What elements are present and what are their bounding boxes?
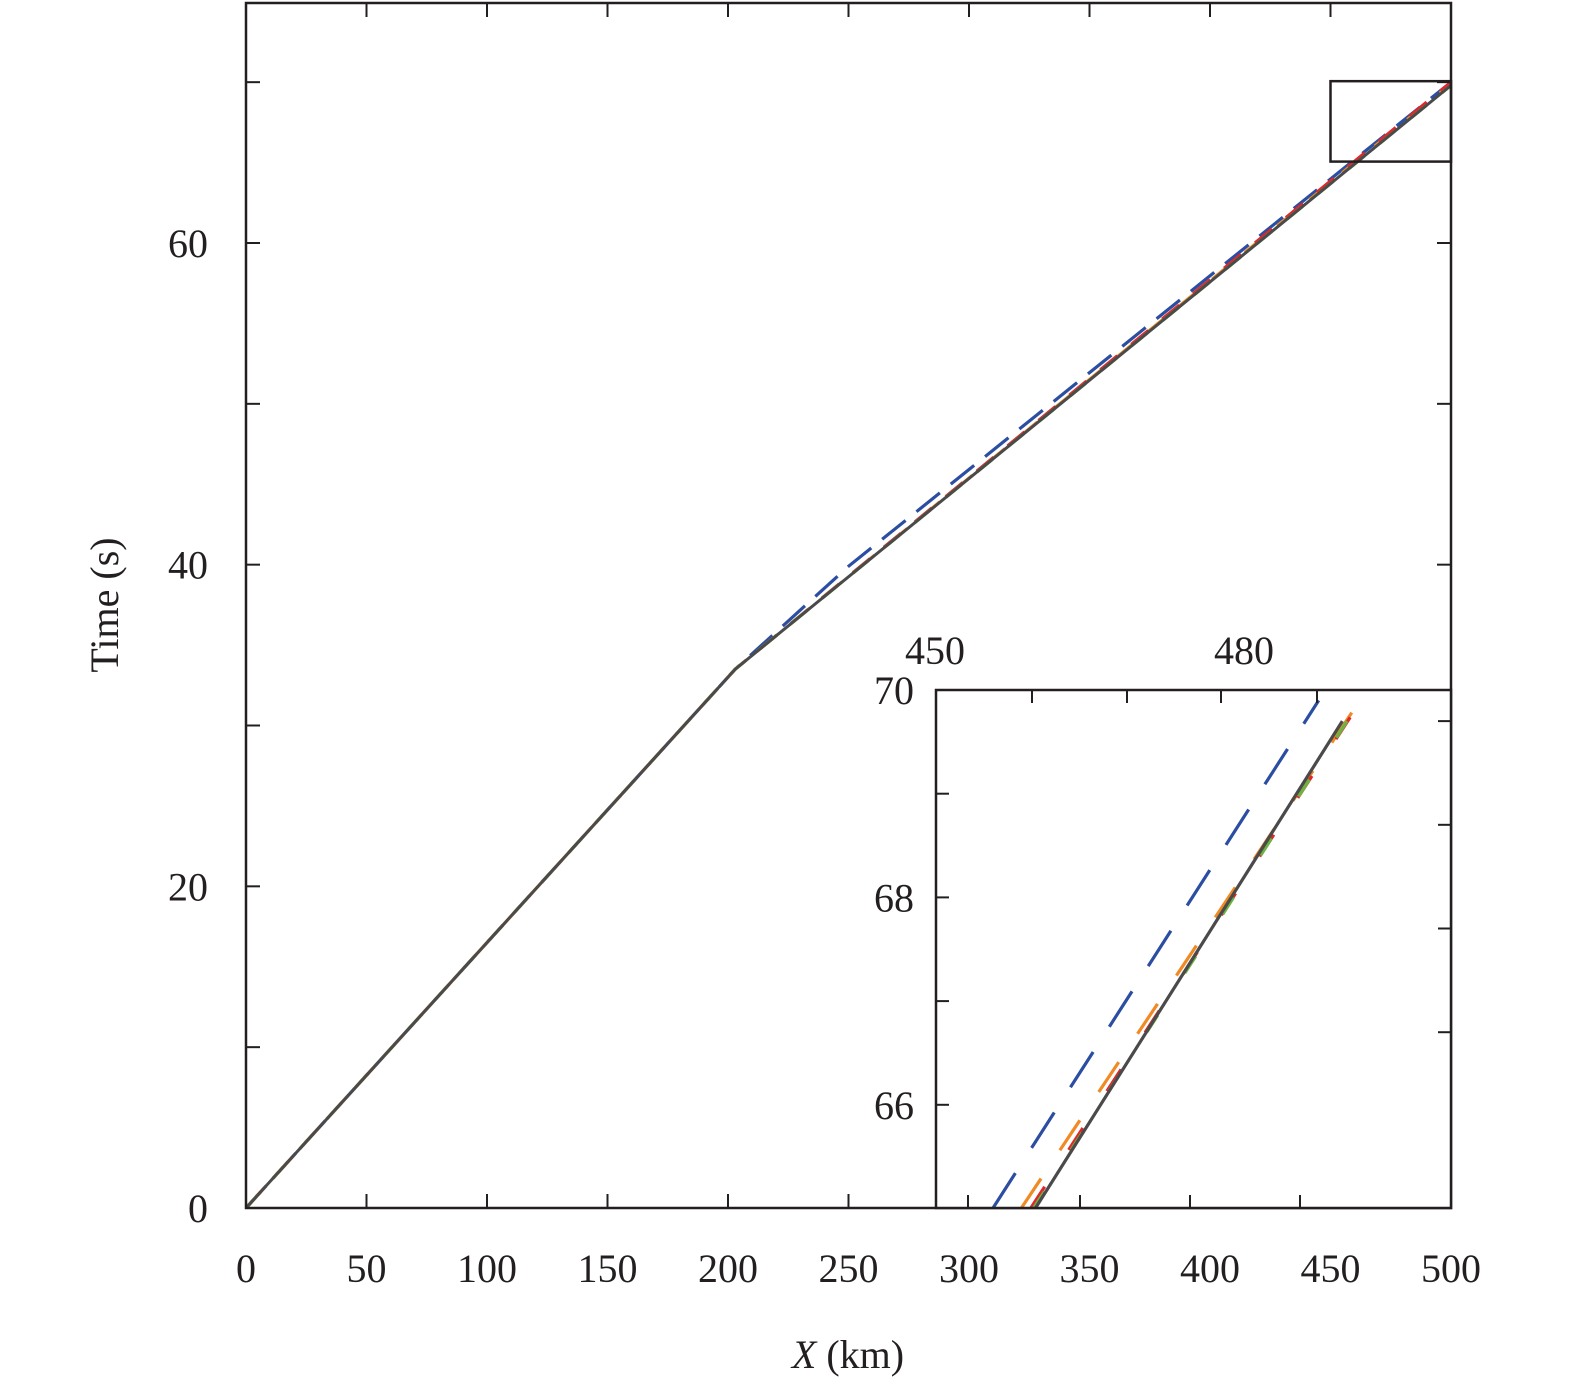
- inset-plot: 450 480 66 68 70: [874, 628, 1453, 1210]
- x-tick-label: 500: [1421, 1246, 1481, 1291]
- inset-x-tick-label: 480: [1214, 628, 1274, 673]
- x-tick-label: 200: [698, 1246, 758, 1291]
- inset-y-tick-label: 70: [874, 668, 914, 713]
- y-tick-label: 60: [168, 221, 208, 266]
- axis-labels: X (km) Time (s): [82, 537, 904, 1377]
- x-tick-label: 0: [236, 1246, 256, 1291]
- x-tick-label: 250: [819, 1246, 879, 1291]
- y-axis-label: Time (s): [82, 537, 127, 672]
- x-tick-label: 50: [347, 1246, 387, 1291]
- y-tick-label: 20: [168, 864, 208, 909]
- x-tick-label: 400: [1180, 1246, 1240, 1291]
- inset-frame: [934, 688, 1453, 1210]
- x-axis-label: X (km): [790, 1332, 904, 1377]
- x-tick-label: 100: [457, 1246, 517, 1291]
- inset-y-tick-label: 68: [874, 875, 914, 920]
- inset-series: [1033, 720, 1344, 1210]
- x-tick-label: 150: [578, 1246, 638, 1291]
- series-solid-reference: [244, 84, 1452, 1210]
- x-tick-label: 450: [1301, 1246, 1361, 1291]
- inset-x-tick-label: 450: [905, 628, 965, 673]
- inset-y-tick-label: 66: [874, 1083, 914, 1128]
- y-tick-label: 0: [188, 1186, 208, 1231]
- x-tick-label: 300: [939, 1246, 999, 1291]
- inset-series: [991, 699, 1321, 1210]
- main-plot-axes: 0 50 100 150 200 250 300 350 400 450 500 0 20 40 60: [168, 1, 1481, 1291]
- zoom-region-box: [1329, 79, 1453, 163]
- x-tick-label: 350: [1060, 1246, 1120, 1291]
- main-plot-curves: [244, 80, 1453, 1210]
- y-tick-label: 40: [168, 543, 208, 588]
